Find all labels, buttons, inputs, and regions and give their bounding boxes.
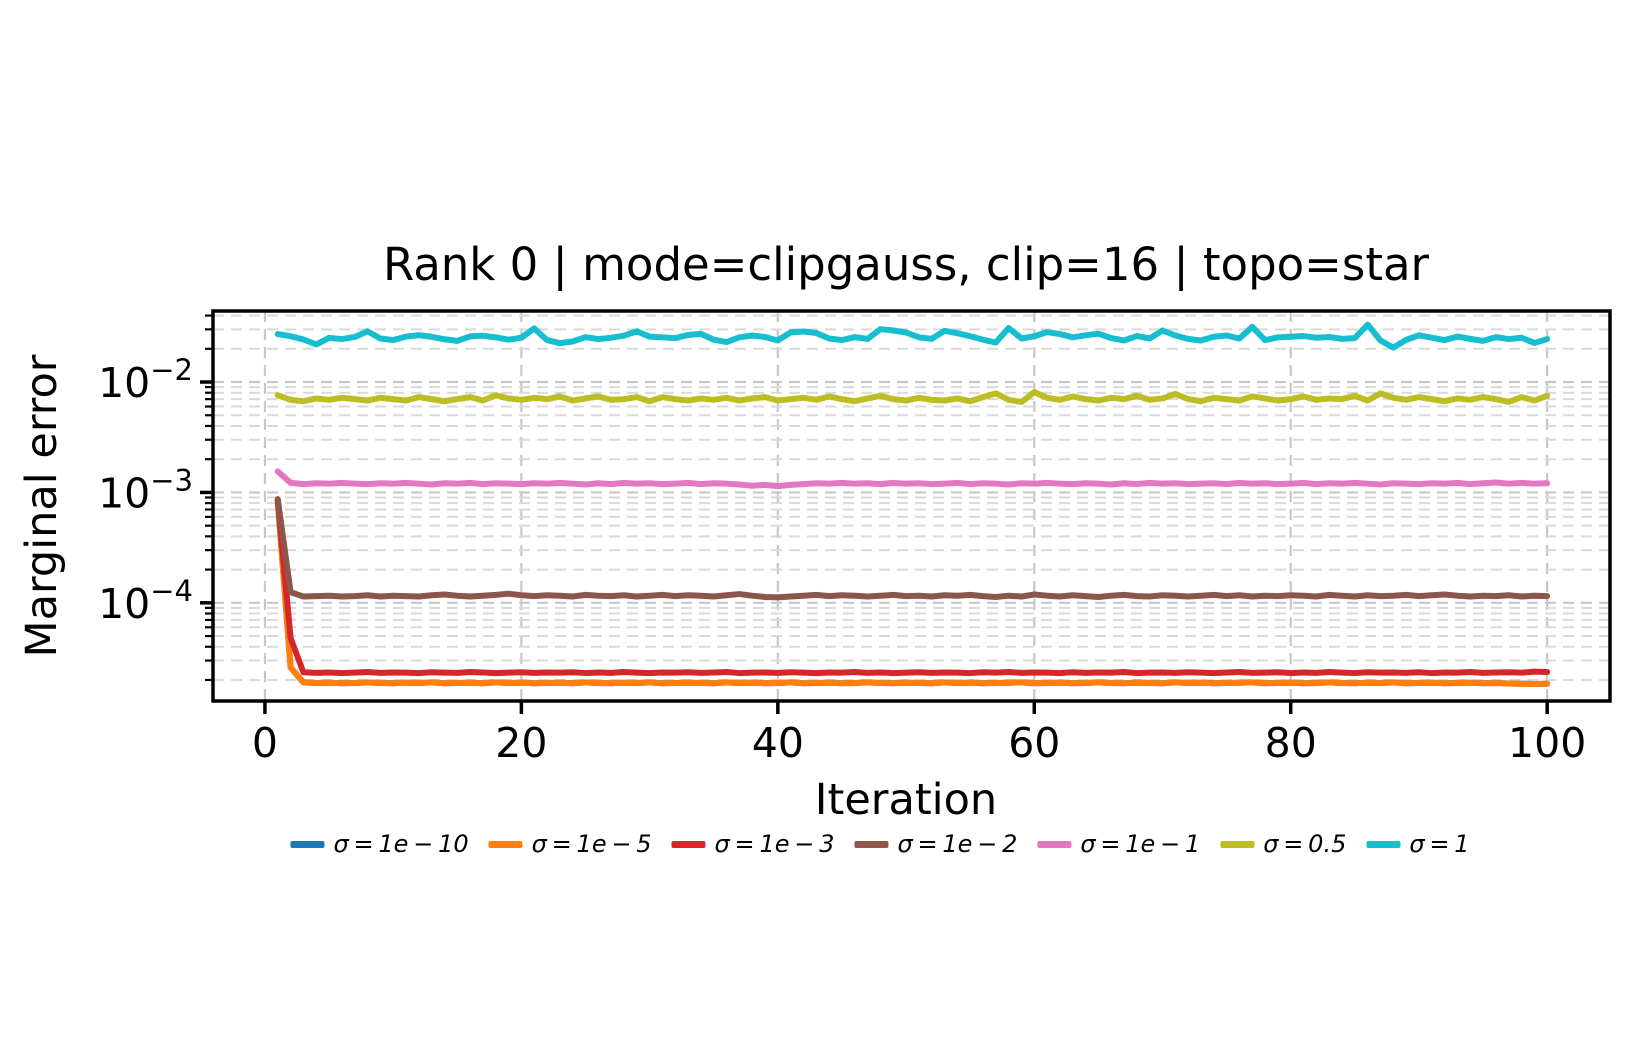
legend-item-sigma-1e-5: σ = 1e − 5 xyxy=(488,830,652,858)
legend-label: σ = 1e − 10 xyxy=(333,830,469,858)
legend-item-sigma-1e-2: σ = 1e − 2 xyxy=(854,830,1017,858)
x-tick-label: 80 xyxy=(1265,719,1317,767)
line-sigma-1e-10 xyxy=(274,497,1551,687)
legend-label: σ = 1e − 2 xyxy=(897,830,1018,858)
x-tick-label: 0 xyxy=(252,719,278,767)
legend-item-sigma-1e-10: σ = 1e − 10 xyxy=(290,830,469,858)
tick-labels: 0 20 40 60 80 100 10−2 10−3 10−4 xyxy=(98,353,1586,767)
line-sigma-1 xyxy=(274,321,1551,351)
y-axis-label: Marginal error xyxy=(17,354,67,657)
line-sigma-0.5 xyxy=(274,389,1551,405)
x-axis-label: Iteration xyxy=(815,775,997,825)
legend-swatch-sigma-0.5 xyxy=(1220,840,1255,848)
legend-item-sigma-1e-1: σ = 1e − 1 xyxy=(1037,830,1200,858)
x-tick-label: 40 xyxy=(752,719,804,767)
legend-swatch-sigma-1 xyxy=(1366,840,1401,848)
legend-item-sigma-1e-3: σ = 1e − 3 xyxy=(671,830,835,858)
axis-ticks xyxy=(200,314,1549,714)
legend-label: σ = 1 xyxy=(1409,830,1470,858)
legend-label: σ = 0.5 xyxy=(1263,830,1347,858)
legend-swatch-sigma-1e-5 xyxy=(488,840,523,848)
line-sigma-1e-5 xyxy=(274,497,1551,687)
x-tick-label: 60 xyxy=(1008,719,1060,767)
legend-swatch-sigma-1e-3 xyxy=(671,840,706,848)
legend-label: σ = 1e − 1 xyxy=(1080,830,1201,858)
plot-border xyxy=(211,309,1612,703)
line-sigma-1e-2 xyxy=(274,496,1551,601)
data-series xyxy=(274,321,1551,687)
legend: σ = 1e − 10 σ = 1e − 5 σ = 1e − 3 σ = 1e − … xyxy=(290,830,1470,858)
chart-title: Rank 0 | mode=clipgauss, clip=16 | topo=… xyxy=(383,238,1430,291)
legend-label: σ = 1e − 3 xyxy=(714,830,835,858)
line-sigma-1e-1 xyxy=(274,468,1551,490)
legend-item-sigma-1: σ = 1 xyxy=(1366,830,1470,858)
y-tick-label: 10−3 xyxy=(98,463,193,517)
legend-swatch-sigma-1e-1 xyxy=(1037,840,1072,848)
legend-swatch-sigma-1e-10 xyxy=(290,840,325,848)
y-tick-label: 10−2 xyxy=(98,353,193,407)
legend-item-sigma-0.5: σ = 0.5 xyxy=(1220,830,1346,858)
x-tick-label: 100 xyxy=(1508,719,1586,767)
line-sigma-1e-3 xyxy=(274,496,1551,677)
legend-label: σ = 1e − 5 xyxy=(531,830,652,858)
y-tick-label: 10−4 xyxy=(98,574,193,628)
x-tick-label: 20 xyxy=(495,719,547,767)
legend-swatch-sigma-1e-2 xyxy=(854,840,889,848)
gridlines xyxy=(213,311,1610,701)
